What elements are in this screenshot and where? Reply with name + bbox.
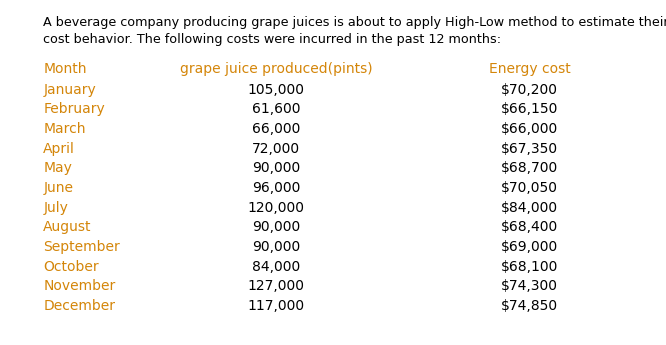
Text: $69,000: $69,000	[501, 240, 558, 254]
Text: April: April	[43, 142, 75, 156]
Text: $74,850: $74,850	[501, 299, 558, 313]
Text: February: February	[43, 102, 105, 117]
Text: 120,000: 120,000	[248, 201, 305, 215]
Text: $70,050: $70,050	[501, 181, 558, 195]
Text: 96,000: 96,000	[252, 181, 300, 195]
Text: $67,350: $67,350	[501, 142, 558, 156]
Text: $84,000: $84,000	[501, 201, 558, 215]
Text: $66,150: $66,150	[501, 102, 558, 117]
Text: May: May	[43, 161, 72, 176]
Text: 66,000: 66,000	[252, 122, 300, 136]
Text: 105,000: 105,000	[248, 83, 305, 97]
Text: $68,400: $68,400	[501, 220, 558, 235]
Text: 90,000: 90,000	[252, 161, 300, 176]
Text: 72,000: 72,000	[252, 142, 300, 156]
Text: Month: Month	[43, 62, 87, 76]
Text: March: March	[43, 122, 86, 136]
Text: cost behavior. The following costs were incurred in the past 12 months:: cost behavior. The following costs were …	[43, 33, 501, 46]
Text: September: September	[43, 240, 120, 254]
Text: $66,000: $66,000	[501, 122, 558, 136]
Text: $74,300: $74,300	[501, 279, 558, 294]
Text: July: July	[43, 201, 68, 215]
Text: 61,600: 61,600	[252, 102, 300, 117]
Text: December: December	[43, 299, 115, 313]
Text: $68,100: $68,100	[501, 260, 558, 274]
Text: $68,700: $68,700	[501, 161, 558, 176]
Text: 117,000: 117,000	[248, 299, 305, 313]
Text: October: October	[43, 260, 99, 274]
Text: November: November	[43, 279, 115, 294]
Text: 90,000: 90,000	[252, 240, 300, 254]
Text: January: January	[43, 83, 96, 97]
Text: August: August	[43, 220, 92, 235]
Text: grape juice produced(pints): grape juice produced(pints)	[180, 62, 373, 76]
Text: $70,200: $70,200	[501, 83, 558, 97]
Text: June: June	[43, 181, 73, 195]
Text: 84,000: 84,000	[252, 260, 300, 274]
Text: 90,000: 90,000	[252, 220, 300, 235]
Text: A beverage company producing grape juices is about to apply High-Low method to e: A beverage company producing grape juice…	[43, 16, 666, 29]
Text: Energy cost: Energy cost	[489, 62, 570, 76]
Text: 127,000: 127,000	[248, 279, 305, 294]
